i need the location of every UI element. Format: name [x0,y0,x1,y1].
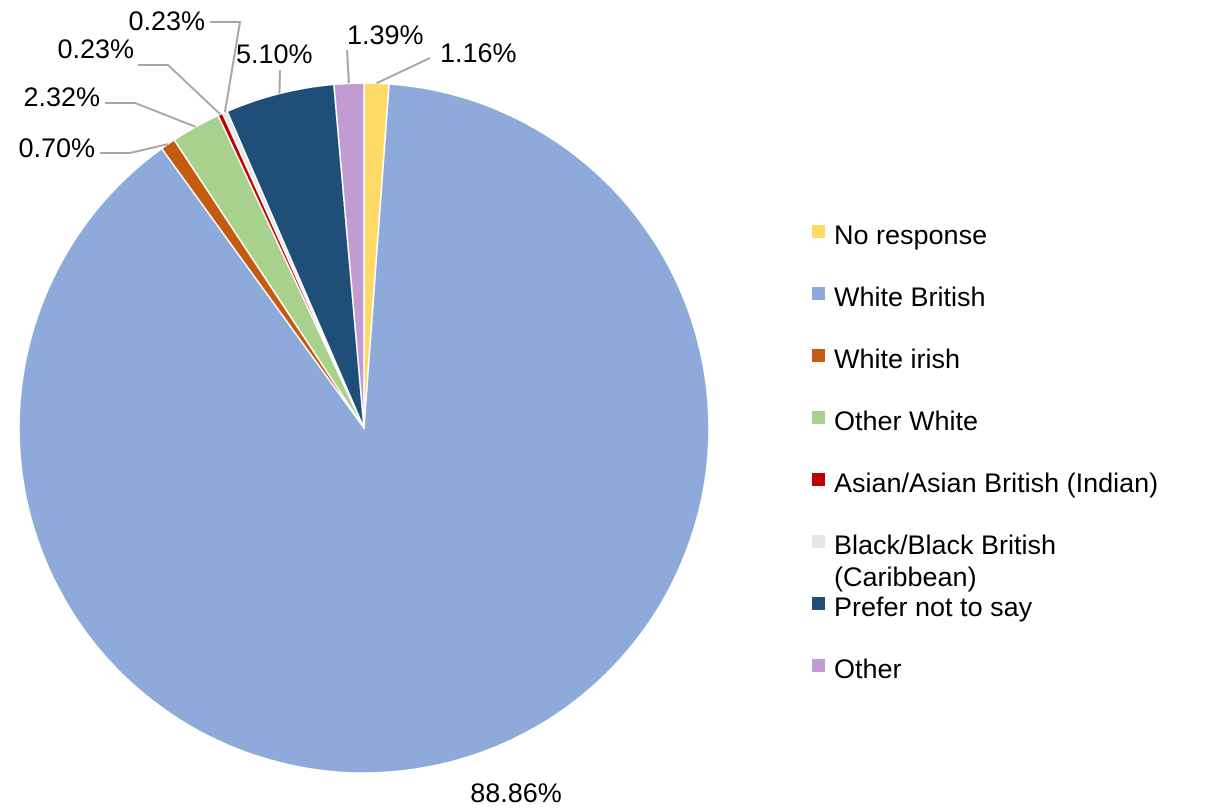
data-label-white-british: 88.86% [470,778,562,808]
legend-label-black-black-british-caribbean: Black/Black British (Caribbean) [834,530,1056,592]
legend-item-asian-asian-british-indian: Asian/Asian British (Indian) [812,468,1158,498]
legend-label-prefer-not-to-say: Prefer not to say [834,592,1033,622]
legend-label-no-response: No response [834,220,987,250]
data-label-asian-asian-british-indian: 0.23% [57,34,134,64]
legend-swatch-no-response [812,225,825,238]
legend-label-other-white: Other White [834,406,978,436]
data-label-white-irish: 0.70% [18,133,95,163]
legend-item-no-response: No response [812,220,987,250]
legend-item-white-irish: White irish [812,344,960,374]
label-leader-lines [100,21,431,154]
legend-item-prefer-not-to-say: Prefer not to say [812,592,1033,622]
pie-slice-other [333,82,365,429]
leader-line-other [346,49,350,84]
legend-swatch-white-british [812,287,825,300]
legend-item-black-black-british-caribbean: Black/Black British (Caribbean) [812,530,1056,592]
legend-label-asian-asian-british-indian: Asian/Asian British (Indian) [834,468,1158,498]
data-label-other: 1.39% [347,20,424,50]
legend-swatch-white-irish [812,349,825,362]
legend-swatch-asian-asian-british-indian [812,473,825,486]
data-label-no-response: 1.16% [440,38,517,68]
legend-swatch-black-black-british-caribbean [812,535,825,548]
legend-swatch-other-white [812,411,825,424]
legend-label-white-irish: White irish [834,344,960,374]
legend-label-white-british: White British [834,282,986,312]
legend-item-other: Other [812,654,902,684]
leader-line-other-white [105,102,197,128]
pie-slice-white-british [18,83,710,774]
pie-slices [18,82,710,774]
legend-swatch-other [812,659,825,672]
legend-label-other: Other [834,654,902,684]
leader-line-black-black-british-caribbean [210,21,242,113]
leader-line-white-irish [100,143,169,154]
legend: No response White British White irish Other… [812,220,1158,684]
data-label-other-white: 2.32% [23,82,100,112]
legend-swatch-prefer-not-to-say [812,597,825,610]
leader-line-prefer-not-to-say [278,69,281,94]
leader-line-asian-asian-british-indian [138,64,221,116]
legend-item-other-white: Other White [812,406,978,436]
data-label-black-black-british-caribbean: 0.23% [128,6,205,36]
leader-line-no-response [376,57,431,85]
legend-item-white-british: White British [812,282,986,312]
data-label-prefer-not-to-say: 5.10% [236,39,313,69]
data-labels: 1.16% 88.86% 0.70% 2.32% 0.23%0.23% 5.10% 1.39… [18,6,561,808]
